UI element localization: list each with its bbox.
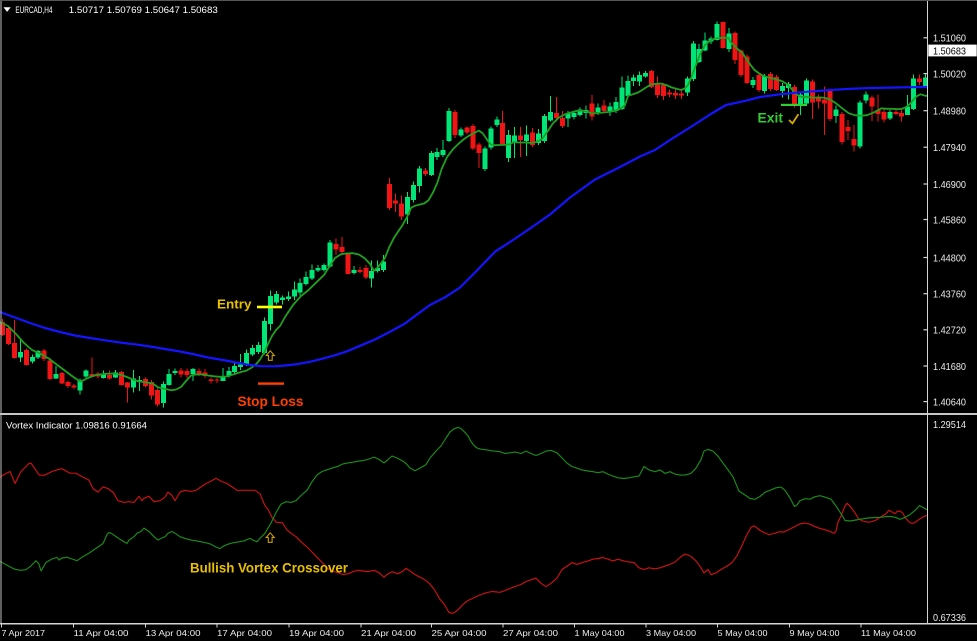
svg-text:1.44800: 1.44800: [933, 252, 966, 264]
svg-text:EURCAD,H4: EURCAD,H4: [15, 5, 52, 16]
svg-text:Entry: Entry: [217, 296, 252, 311]
svg-text:13 Apr 04:00: 13 Apr 04:00: [146, 628, 201, 638]
svg-text:1.48980: 1.48980: [933, 106, 966, 118]
svg-text:11 May 04:00: 11 May 04:00: [861, 628, 916, 638]
svg-text:1.41680: 1.41680: [933, 361, 966, 373]
svg-text:3 May 04:00: 3 May 04:00: [646, 628, 696, 638]
svg-text:1.50020: 1.50020: [933, 68, 966, 80]
svg-text:1.42720: 1.42720: [933, 325, 966, 337]
svg-text:1.45860: 1.45860: [933, 214, 966, 226]
svg-text:25 Apr 04:00: 25 Apr 04:00: [432, 628, 487, 638]
svg-text:5 May 04:00: 5 May 04:00: [718, 628, 768, 638]
svg-text:1.47940: 1.47940: [933, 142, 966, 154]
svg-text:1 May 04:00: 1 May 04:00: [575, 628, 625, 638]
svg-text:11 Apr 04:00: 11 Apr 04:00: [74, 628, 129, 638]
svg-text:19 Apr 04:00: 19 Apr 04:00: [289, 628, 344, 638]
svg-text:Exit: Exit: [758, 110, 784, 126]
svg-text:1.50683: 1.50683: [933, 45, 966, 57]
svg-text:1.29514: 1.29514: [933, 419, 966, 431]
svg-text:0.67336: 0.67336: [933, 612, 966, 624]
svg-text:1.51060: 1.51060: [933, 33, 966, 45]
svg-text:27 Apr 04:00: 27 Apr 04:00: [503, 628, 558, 638]
svg-text:Stop Loss: Stop Loss: [238, 393, 304, 409]
svg-text:17 Apr 04:00: 17 Apr 04:00: [217, 628, 272, 638]
svg-text:Bullish Vortex Crossover: Bullish Vortex Crossover: [190, 561, 349, 576]
svg-text:1.46900: 1.46900: [933, 179, 966, 191]
svg-text:1.50717 1.50769 1.50647 1.5068: 1.50717 1.50769 1.50647 1.50683: [69, 5, 218, 16]
svg-text:1.43760: 1.43760: [933, 289, 966, 301]
svg-text:1.40640: 1.40640: [933, 396, 966, 408]
svg-text:7 Apr 2017: 7 Apr 2017: [2, 628, 46, 638]
svg-text:9 May 04:00: 9 May 04:00: [790, 628, 840, 638]
svg-text:21 Apr 04:00: 21 Apr 04:00: [361, 628, 416, 638]
svg-text:Vortex Indicator 1.09816 0.916: Vortex Indicator 1.09816 0.91664: [6, 420, 148, 431]
